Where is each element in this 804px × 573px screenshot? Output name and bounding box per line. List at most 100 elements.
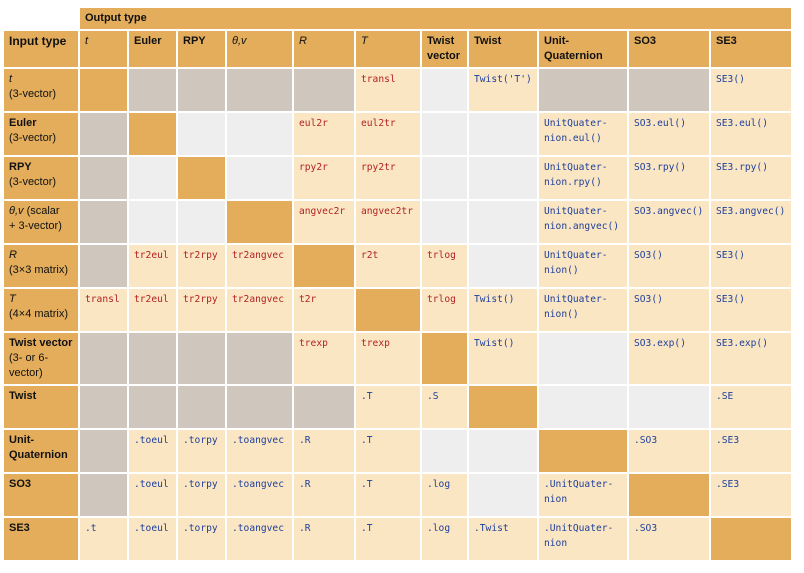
row-label-twist: Twist <box>4 386 78 428</box>
cell-euler-to-so3: SO3.eul() <box>629 113 709 155</box>
row-label-twist-vector-main: Twist vector <box>9 337 73 349</box>
cell-r-to-rpy: tr2rpy <box>178 245 225 287</box>
row-label-se3-main: SE3 <box>9 522 30 534</box>
column-header-label: t <box>85 35 89 47</box>
cell-twist-to-twist-vector: .S <box>422 386 467 428</box>
function-name: .S <box>427 391 439 402</box>
function-name: trlog <box>427 294 456 305</box>
table-row: Twist vector (3- or 6-vector) trexp trexp Tw… <box>4 333 791 384</box>
row-label-euler: Euler (3-vector) <box>4 113 78 155</box>
cell-v-to-unit-quaternion: UnitQuater- nion.angvec() <box>539 201 627 243</box>
function-name: angvec2r <box>299 206 346 217</box>
column-header-label: θ,v <box>232 35 247 47</box>
column-header-row: Input type t Euler RPY θ,v R T Twist vector Twis… <box>4 31 791 67</box>
function-name: transl <box>361 74 396 85</box>
function-name: .SO3 <box>634 435 658 446</box>
cell-t-to-se3: SE3() <box>711 69 791 111</box>
table-row: Twist .T .S .SE <box>4 386 791 428</box>
column-header-unit-quaternion: Unit- Quaternion <box>539 31 627 67</box>
cell-t-to-unit-quaternion: UnitQuater- nion() <box>539 289 627 331</box>
function-name: UnitQuater- nion.rpy() <box>544 162 608 188</box>
row-label-v-sub: + 3-vector) <box>9 220 62 232</box>
output-type-header: Output type <box>80 8 791 29</box>
conversion-table: Output type Input type t Euler RPY θ,v R T Twis… <box>2 6 793 562</box>
cell-twist-vector-to-r: trexp <box>294 333 354 384</box>
cell-r-to-t <box>80 245 127 287</box>
function-name: tr2rpy <box>183 250 218 261</box>
row-label-unit-quaternion: Unit- Quaternion <box>4 430 78 472</box>
cell-rpy-to-t <box>80 157 127 199</box>
function-name: SE3.eul() <box>716 118 768 129</box>
output-type-row: Output type <box>4 8 791 29</box>
cell-se3-to-twist: .Twist <box>469 518 537 560</box>
cell-euler-to-twist-vector <box>422 113 467 155</box>
function-name: rpy2r <box>299 162 328 173</box>
function-name: Twist() <box>474 294 515 305</box>
cell-twist-to-so3 <box>629 386 709 428</box>
cell-t-to-v: tr2angvec <box>227 289 292 331</box>
row-label-euler-main: Euler <box>9 117 37 129</box>
function-name: .T <box>361 391 373 402</box>
function-name: SO3.angvec() <box>634 206 704 217</box>
function-name: .t <box>85 523 97 534</box>
cell-twist-to-r <box>294 386 354 428</box>
cell-r-to-unit-quaternion: UnitQuater- nion() <box>539 245 627 287</box>
row-label-twist-vector: Twist vector (3- or 6-vector) <box>4 333 78 384</box>
function-name: trexp <box>361 338 390 349</box>
column-header-r: R <box>294 31 354 67</box>
cell-t-to-euler: tr2eul <box>129 289 176 331</box>
function-name: t2r <box>299 294 317 305</box>
cell-unit-quaternion-to-so3: .SO3 <box>629 430 709 472</box>
cell-twist-vector-to-se3: SE3.exp() <box>711 333 791 384</box>
cell-v-to-se3: SE3.angvec() <box>711 201 791 243</box>
function-name: r2t <box>361 250 379 261</box>
function-name: tr2eul <box>134 294 169 305</box>
table-row: T (4×4 matrix) transl tr2eul tr2rpy tr2angvec… <box>4 289 791 331</box>
cell-euler-to-rpy <box>178 113 225 155</box>
function-name: tr2angvec <box>232 250 284 261</box>
cell-twist-to-rpy <box>178 386 225 428</box>
cell-se3-to-se3 <box>711 518 791 560</box>
cell-so3-to-so3 <box>629 474 709 516</box>
row-label-twist-main: Twist <box>9 390 37 402</box>
cell-euler-to-euler <box>129 113 176 155</box>
row-label-so3-main: SO3 <box>9 478 32 490</box>
function-name: .torpy <box>183 479 218 490</box>
cell-so3-to-se3: .SE3 <box>711 474 791 516</box>
cell-euler-to-twist <box>469 113 537 155</box>
function-name: .Twist <box>474 523 509 534</box>
cell-rpy-to-se3: SE3.rpy() <box>711 157 791 199</box>
function-name: .toeul <box>134 523 169 534</box>
cell-so3-to-v: .toangvec <box>227 474 292 516</box>
cell-se3-to-euler: .toeul <box>129 518 176 560</box>
function-name: SO3() <box>634 294 663 305</box>
function-name: transl <box>85 294 120 305</box>
cell-so3-to-r: .R <box>294 474 354 516</box>
cell-so3-to-t <box>80 474 127 516</box>
cell-t-to-euler <box>129 69 176 111</box>
function-name: .torpy <box>183 523 218 534</box>
column-header-label: Euler <box>134 35 162 47</box>
cell-se3-to-rpy: .torpy <box>178 518 225 560</box>
cell-twist-to-v <box>227 386 292 428</box>
function-name: eul2tr <box>361 118 396 129</box>
cell-t-to-twist-vector <box>422 69 467 111</box>
function-name: .toeul <box>134 435 169 446</box>
cell-twist-vector-to-t <box>80 333 127 384</box>
function-name: .toangvec <box>232 523 284 534</box>
function-name: .SE <box>716 391 734 402</box>
cell-r-to-so3: SO3() <box>629 245 709 287</box>
cell-se3-to-t: .t <box>80 518 127 560</box>
row-label-euler-sub: (3-vector) <box>9 132 57 144</box>
cell-rpy-to-rpy <box>178 157 225 199</box>
cell-t-to-twist: Twist() <box>469 289 537 331</box>
function-name: trlog <box>427 250 456 261</box>
function-name: .log <box>427 523 451 534</box>
cell-twist-to-t <box>80 386 127 428</box>
function-name: tr2rpy <box>183 294 218 305</box>
cell-unit-quaternion-to-v: .toangvec <box>227 430 292 472</box>
cell-r-to-twist <box>469 245 537 287</box>
cell-rpy-to-twist <box>469 157 537 199</box>
cell-so3-to-unit-quaternion: .UnitQuater- nion <box>539 474 627 516</box>
function-name: .R <box>299 523 311 534</box>
